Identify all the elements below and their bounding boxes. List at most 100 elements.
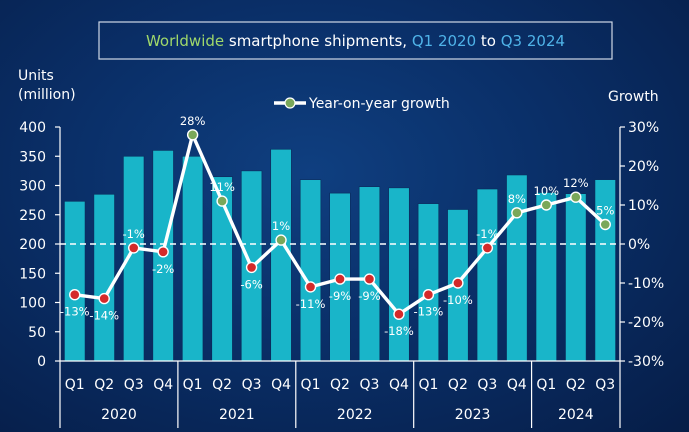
x-tick-label: Q1 [65,377,85,393]
x-tick-label: Q3 [360,377,380,393]
growth-data-label: 28% [180,114,206,128]
growth-data-label: 8% [508,192,526,206]
x-tick-label: Q2 [212,377,232,393]
growth-data-label: 5% [596,204,614,218]
right-tick-label: -30% [628,354,664,370]
right-tick-label: -10% [628,276,664,292]
left-tick-label: 400 [19,120,46,136]
growth-data-label: 12% [563,176,589,190]
x-tick-label: Q1 [536,377,556,393]
x-year-label: 2021 [219,407,255,423]
growth-data-label: 10% [534,184,560,198]
growth-marker [393,308,405,320]
chart-title: Worldwide smartphone shipments, Q1 2020 … [146,32,565,50]
growth-marker [452,277,464,289]
left-tick-label: 0 [37,354,46,370]
growth-data-label: -6% [240,277,262,291]
x-tick-label: Q2 [330,377,350,393]
x-tick-label: Q3 [124,377,144,393]
right-tick-label: 0% [628,237,650,253]
x-tick-label: Q3 [242,377,262,393]
growth-marker [334,273,346,285]
bar [182,155,204,362]
left-tick-label: 50 [28,325,46,341]
growth-data-label: -1% [476,227,498,241]
x-year-label: 2023 [455,407,491,423]
growth-marker [216,195,228,207]
bar [417,203,440,362]
x-tick-label: Q1 [183,377,203,393]
chart-title-part: Worldwide [146,32,224,50]
right-axis-ticks: -30% -20% -10% 0% 10% 20% 30% [620,120,664,370]
growth-data-label: -2% [152,262,174,276]
right-tick-label: -20% [628,315,664,331]
x-tick-label: Q3 [595,377,615,393]
growth-marker [599,218,611,231]
growth-data-label: -18% [384,324,414,338]
x-year-label: 2024 [558,407,594,423]
growth-markers [69,129,611,320]
chart-title-part: to [476,32,501,50]
growth-data-label: 11% [209,180,235,194]
left-tick-label: 350 [19,149,46,165]
growth-data-label: -10% [443,293,473,307]
chart-title-box [98,21,613,60]
growth-marker [275,234,287,246]
bar [64,200,86,362]
left-axis-title-line2: (million) [18,87,76,103]
right-tick-label: 10% [628,198,659,214]
x-tick-label: Q2 [94,377,114,393]
x-tick-label: Q2 [448,377,468,393]
right-axis-title: Growth [608,89,659,105]
left-tick-label: 250 [19,208,46,224]
growth-data-labels: -13% -14%-1%-2%28%11%-6%1%-11%-9% -9%-18%-… [60,114,615,338]
x-tick-label: Q4 [389,377,409,393]
growth-marker [245,261,258,274]
growth-data-label: 1% [272,219,290,233]
growth-data-label: -14% [89,309,119,323]
bar [93,193,115,362]
bar [270,148,292,362]
bar-series [64,148,616,362]
chart-title-part: smartphone shipments, [224,32,412,50]
bar [565,193,587,362]
growth-marker [69,289,81,301]
x-year-label: 2022 [337,407,373,423]
bar [476,188,498,362]
x-axis-quarter-labels: Q1 Q2 Q3 Q4 Q1 Q2 Q3 Q4 Q1 Q2 Q3 Q4 Q1 Q2 Q3 Q4 Q1 Q2 Q3 [65,377,615,393]
growth-marker [540,199,553,211]
growth-marker [363,273,376,285]
left-tick-label: 200 [19,237,46,253]
chart-title-part: Q1 2020 [412,32,476,50]
growth-marker [98,292,110,305]
growth-marker [186,129,199,141]
left-axis-ticks: 0 50 100 150 200 250 300 350 400 [19,120,60,370]
right-tick-label: 20% [628,159,659,175]
growth-marker [570,191,582,203]
x-tick-label: Q4 [153,377,173,393]
x-tick-label: Q1 [301,377,321,393]
left-tick-label: 150 [19,266,46,282]
growth-marker [481,242,494,254]
growth-data-label: -9% [358,289,380,303]
x-year-label: 2020 [101,407,137,423]
x-tick-label: Q4 [507,377,527,393]
x-tick-label: Q1 [418,377,438,393]
legend-label: Year-on-year growth [308,96,450,112]
legend: Year-on-year growth [274,96,450,112]
growth-marker [127,242,140,254]
growth-marker [304,281,317,293]
legend-marker [284,97,296,109]
growth-marker [511,207,523,219]
growth-data-label: -11% [296,297,326,311]
growth-data-label: -13% [60,305,90,319]
growth-marker [157,246,169,258]
growth-data-label: -9% [329,289,351,303]
x-axis-year-labels: 2020 2021 2022 2023 2024 [59,361,621,428]
right-tick-label: 30% [628,120,659,136]
left-tick-label: 100 [19,296,46,312]
chart-title-part: Q3 2024 [501,32,565,50]
bar [535,192,557,362]
left-axis-title-line1: Units [18,68,54,84]
